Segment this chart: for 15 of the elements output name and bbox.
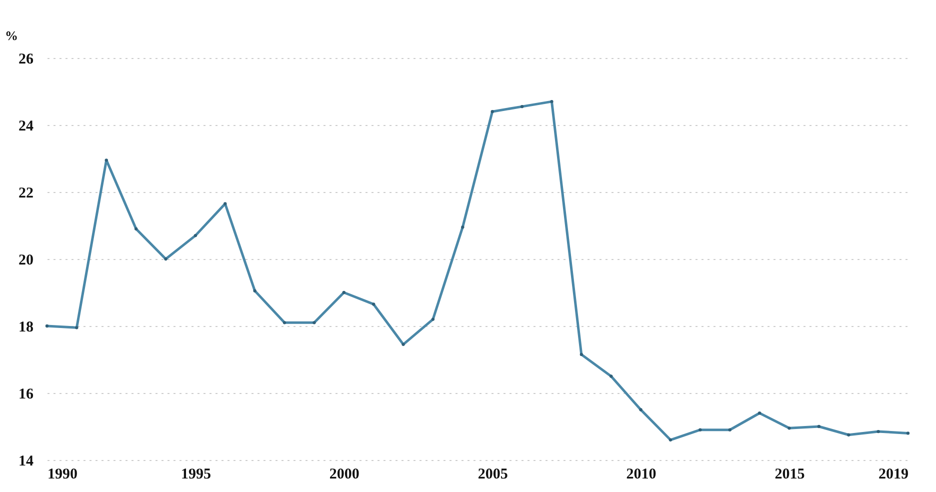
x-tick-label: 2015: [774, 466, 805, 482]
y-tick-label: 18: [18, 320, 34, 336]
x-tick-label: 1995: [180, 466, 211, 482]
x-tick-label: 2000: [329, 466, 360, 482]
y-tick-label: 26: [18, 52, 34, 68]
y-tick-label: 22: [18, 186, 34, 202]
x-tick-label: 1990: [48, 466, 78, 482]
x-tick-label: 2010: [626, 466, 656, 482]
x-tick-label: 2019: [878, 466, 908, 482]
y-tick-label: 14: [18, 454, 34, 470]
y-tick-label: 20: [18, 252, 34, 268]
y-tick-label: 16: [18, 386, 34, 402]
x-tick-label: 2005: [478, 466, 508, 482]
y-axis-title: %: [5, 28, 18, 43]
y-tick-label: 24: [18, 118, 34, 134]
